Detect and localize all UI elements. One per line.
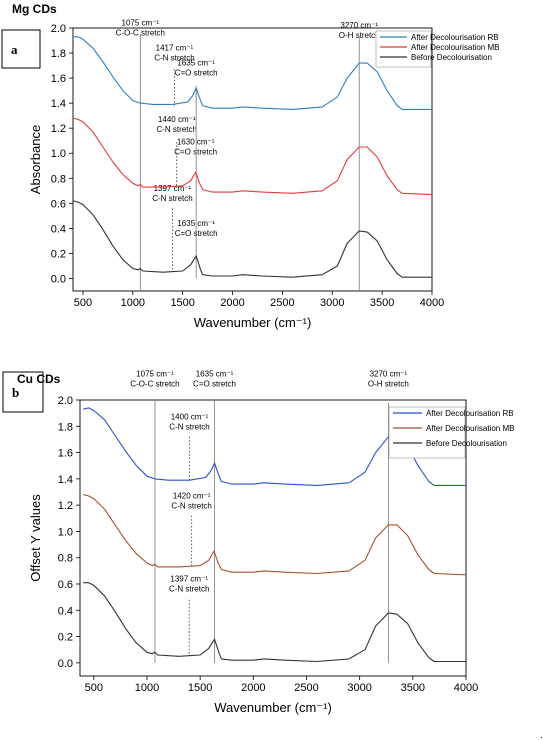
x-tick-label: 2500 <box>270 297 294 309</box>
peak-annotation: C-N stretch <box>171 502 211 511</box>
panel-letter-box <box>2 371 44 413</box>
peak-annotation: 1440 cm⁻¹ <box>158 115 196 124</box>
legend-label: After Decolourisation MB <box>411 43 499 52</box>
legend-label: After Decolourisation RB <box>411 33 499 42</box>
x-tick-label: 1000 <box>135 682 159 694</box>
chart-title: Cu CDs <box>17 372 61 386</box>
panel-b-chart: bCu CDs 500 1000 1500 2000 2500 3000 3500 4000 0.… <box>2 369 514 715</box>
y-tick-label: 2.0 <box>51 23 66 35</box>
y-tick-label: 1.0 <box>51 148 66 160</box>
y-tick-label: 0.0 <box>58 658 73 670</box>
x-tick-label: 2500 <box>294 682 318 694</box>
y-tick-label: 0.2 <box>51 248 66 260</box>
y-tick-label: 1.6 <box>51 73 66 85</box>
chart-title: Mg CDs <box>12 2 57 16</box>
peak-annotation: 1397 cm⁻¹ <box>170 574 208 583</box>
x-tick-label: 3500 <box>370 297 394 309</box>
x-axis-label: Wavenumber (cm⁻¹) <box>214 700 332 715</box>
peak-annotation: C-N stretch <box>169 423 209 432</box>
peak-annotation: 1075 cm⁻¹ <box>136 369 174 378</box>
peak-annotation: C=O stretch <box>193 379 236 388</box>
plot-frame <box>79 399 467 677</box>
x-tick-label: 3500 <box>401 682 425 694</box>
peak-annotation: 1397 cm⁻¹ <box>154 184 192 193</box>
y-tick-label: 0.0 <box>51 273 66 285</box>
y-tick-label: 0.6 <box>51 198 66 210</box>
x-tick-label: 2000 <box>220 297 244 309</box>
panel-letter: a <box>11 42 18 57</box>
peak-annotation: O-H stretch <box>368 379 409 388</box>
panel-letter: b <box>12 385 19 400</box>
y-tick-label: 1.2 <box>51 123 66 135</box>
trailing-dot: . <box>540 730 543 740</box>
legend-label: After Decolourisation RB <box>426 409 514 418</box>
y-tick-label: 1.6 <box>58 448 73 460</box>
legend-box <box>388 406 466 459</box>
panel-a-chart: a Mg CDs 500 1000 1500 2000 2500 3000 3500 4000 0.… <box>1 2 499 330</box>
y-tick-label: 1.4 <box>51 98 66 110</box>
x-tick-label: 1500 <box>188 682 212 694</box>
y-tick-label: 1.4 <box>58 474 73 486</box>
legend-label: Before Decolourisation <box>411 53 492 62</box>
peak-annotation: C-N stretch <box>156 125 196 134</box>
series-line-3 <box>72 200 432 278</box>
y-tick-label: 0.4 <box>51 223 66 235</box>
series-line-3 <box>83 582 466 663</box>
y-tick-label: 0.8 <box>51 173 66 185</box>
peak-annotation: C-N stretch <box>169 584 209 593</box>
peak-annotation: C-O-C stretch <box>130 379 179 388</box>
peak-annotation: 1635 cm⁻¹ <box>177 59 215 68</box>
peak-annotation: C-N stretch <box>154 54 194 63</box>
y-axis-label: Absorbance <box>28 125 43 194</box>
y-tick-label: 1.0 <box>58 526 73 538</box>
series-line-1 <box>73 36 432 110</box>
peak-annotation: 3270 cm⁻¹ <box>370 369 408 378</box>
peak-annotation: 1075 cm⁻¹ <box>122 18 160 27</box>
peak-annotation: 1400 cm⁻¹ <box>171 413 209 422</box>
peak-annotation: C=O stretch <box>174 147 217 156</box>
peak-annotation: C=O stretch <box>175 69 218 78</box>
x-tick-label: 500 <box>85 682 103 694</box>
y-tick-label: 0.4 <box>58 605 73 617</box>
peak-annotation: 1635 cm⁻¹ <box>196 369 234 378</box>
peak-annotation: C-O-C stretch <box>116 28 165 37</box>
x-tick-label: 500 <box>74 297 92 309</box>
x-tick-label: 3000 <box>347 682 371 694</box>
x-axis-label: Wavenumber (cm⁻¹) <box>194 315 312 330</box>
x-tick-label: 2000 <box>241 682 265 694</box>
y-tick-label: 1.8 <box>51 48 66 60</box>
peak-annotation: 1420 cm⁻¹ <box>173 492 211 501</box>
y-tick-label: 1.2 <box>58 500 73 512</box>
y-tick-label: 0.6 <box>58 579 73 591</box>
y-tick-label: 0.2 <box>58 632 73 644</box>
x-tick-label: 3000 <box>320 297 344 309</box>
legend-label: Before Decolourisation <box>426 439 507 448</box>
legend-label: After Decolourisation MB <box>426 424 514 433</box>
panel-letter-box <box>1 29 41 69</box>
x-tick-label: 4000 <box>454 682 478 694</box>
series-line-2 <box>83 494 467 576</box>
peak-annotation: O-H stretch <box>339 31 380 40</box>
x-tick-label: 1000 <box>121 297 145 309</box>
series-line-2 <box>72 117 433 196</box>
x-tick-label: 4000 <box>420 297 444 309</box>
peak-annotation: C-N stretch <box>152 194 192 203</box>
y-tick-label: 2.0 <box>58 395 73 407</box>
x-tick-label: 1500 <box>170 297 194 309</box>
y-tick-label: 1.8 <box>58 421 73 433</box>
y-tick-label: 0.8 <box>58 553 73 565</box>
peak-annotation: 1417 cm⁻¹ <box>156 44 194 53</box>
y-axis-label: Offset Y values <box>28 494 43 582</box>
plot-frame <box>72 27 433 292</box>
peak-annotation: 3270 cm⁻¹ <box>340 21 378 30</box>
